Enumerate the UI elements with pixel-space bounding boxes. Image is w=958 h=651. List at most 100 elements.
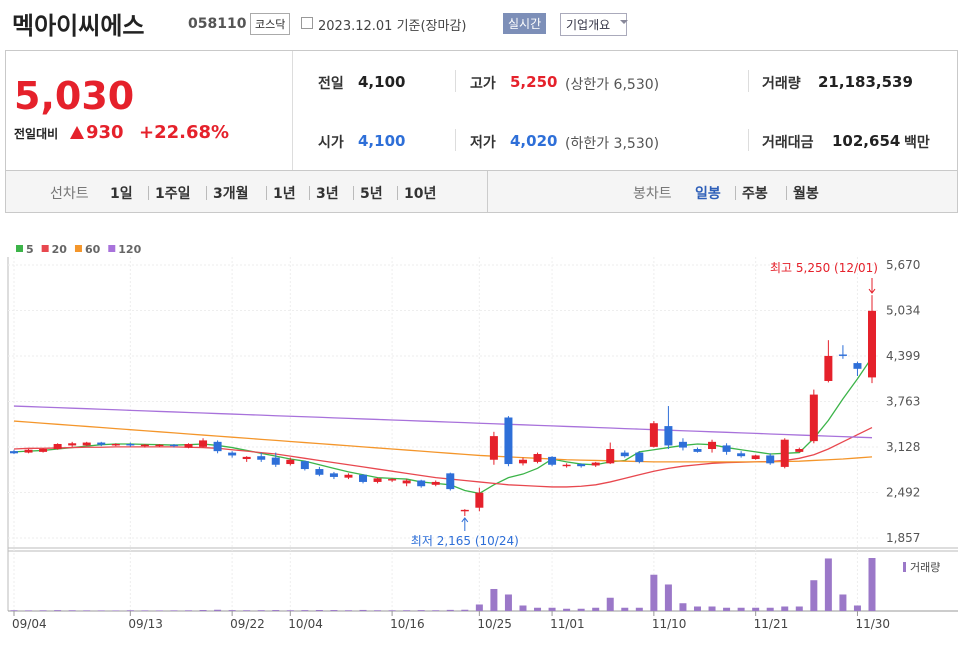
volume-bar: [432, 610, 440, 611]
candle-body: [286, 459, 295, 465]
ma-line: [13, 356, 873, 495]
volume-bar: [490, 588, 498, 611]
candle-body: [155, 444, 164, 447]
candle-body: [184, 443, 193, 448]
volume-bar: [606, 597, 614, 611]
high-arrow: [868, 278, 876, 294]
legend-swatch: [16, 245, 23, 252]
volume-bar: [97, 610, 105, 611]
volume-bar: [10, 610, 18, 611]
tab-sep: [735, 186, 736, 200]
period-tab[interactable]: 5년: [360, 186, 383, 202]
candle-body: [853, 363, 862, 369]
period-tab[interactable]: 1년: [273, 186, 296, 202]
volume-bar: [810, 580, 818, 611]
volume-bar: [461, 609, 469, 611]
divider: [292, 51, 293, 170]
candle-body: [751, 455, 760, 460]
ma-line: [13, 405, 873, 439]
candle-body: [766, 455, 775, 464]
divider: [455, 70, 456, 92]
volume-bar: [68, 610, 76, 611]
period-tab[interactable]: 3개월: [213, 186, 249, 202]
candle-body: [620, 452, 629, 457]
y-tick-label: 3,128: [886, 440, 920, 454]
date: 2023.12.01 기준(장마감): [318, 19, 467, 34]
volume-bar: [577, 608, 585, 611]
change: 930: [86, 122, 124, 143]
candle-body: [68, 443, 77, 446]
candle-body: [577, 464, 586, 467]
y-tick-label: 4,399: [886, 349, 920, 363]
volume-bar: [39, 610, 47, 611]
volume-bar: [766, 607, 774, 611]
candle-tab[interactable]: 일봉: [695, 186, 721, 202]
high-annotation: 최고 5,250 (12/01): [770, 261, 878, 275]
volume-bar: [621, 607, 629, 611]
y-tick-label: 5,034: [886, 304, 920, 318]
stat-label: 저가: [470, 135, 496, 151]
realtime-button[interactable]: 실시간: [503, 13, 547, 34]
volume-bar: [286, 610, 294, 611]
divider: [748, 70, 749, 92]
tab-sep: [786, 186, 787, 200]
x-tick-label: 11/01: [550, 617, 585, 631]
period-tab[interactable]: 10년: [404, 186, 437, 202]
candle-body: [606, 449, 615, 464]
legend-swatch: [74, 245, 82, 252]
volume-bar: [592, 607, 600, 611]
period-tab[interactable]: 1주일: [155, 186, 191, 202]
calendar-icon: [301, 17, 313, 29]
volume-bar: [185, 610, 193, 611]
y-tick-label: 3,763: [886, 395, 920, 409]
candle-body: [242, 456, 251, 460]
market-badge: 코스닥: [250, 13, 291, 35]
candle-body: [140, 444, 149, 447]
stock-code: 058110: [188, 16, 247, 32]
tab-sep: [266, 186, 267, 200]
candle-tab[interactable]: 주봉: [742, 186, 768, 202]
volume-bar: [795, 606, 803, 611]
volume-bar: [868, 558, 876, 611]
candle-tab[interactable]: 월봉: [793, 186, 819, 202]
candle-body: [199, 440, 208, 447]
period-tab[interactable]: 3년: [316, 186, 339, 202]
volume-bar: [534, 607, 542, 611]
x-tick-label: 11/30: [855, 617, 890, 631]
stat-value: 4,020: [510, 132, 558, 150]
candle-body: [10, 451, 18, 454]
period-tab[interactable]: 1일: [110, 186, 133, 202]
volume-bar: [417, 610, 425, 611]
tab-sep: [309, 186, 310, 200]
x-tick-label: 10/16: [390, 617, 425, 631]
volume-bar: [83, 610, 91, 611]
candle-body: [82, 442, 91, 446]
stat-unit: 백만: [904, 135, 930, 151]
ma-line: [13, 420, 873, 463]
candle-body: [475, 492, 484, 508]
candle-body: [329, 473, 338, 477]
volume-bar: [243, 610, 251, 611]
stat-note: (상한가 6,530): [565, 77, 660, 93]
stat-label: 고가: [470, 76, 496, 92]
volume-bar: [330, 610, 338, 611]
legend-label: 5: [26, 243, 34, 256]
volume-legend: 거래량: [910, 561, 940, 574]
divider: [455, 129, 456, 151]
candle-body: [838, 354, 847, 356]
volume-bar: [548, 607, 556, 611]
candle-body: [533, 454, 542, 462]
candle-body: [402, 480, 411, 484]
company-info-button[interactable]: 기업개요: [560, 13, 628, 36]
volume-bar: [723, 607, 731, 611]
volume-bar: [112, 610, 120, 611]
divider: [748, 129, 749, 151]
stat-value: 4,100: [358, 132, 406, 150]
volume-bar: [839, 594, 847, 611]
candle-body: [257, 456, 266, 460]
volume-bar: [781, 606, 789, 611]
x-tick-label: 10/25: [477, 617, 512, 631]
volume-bar: [475, 604, 483, 611]
